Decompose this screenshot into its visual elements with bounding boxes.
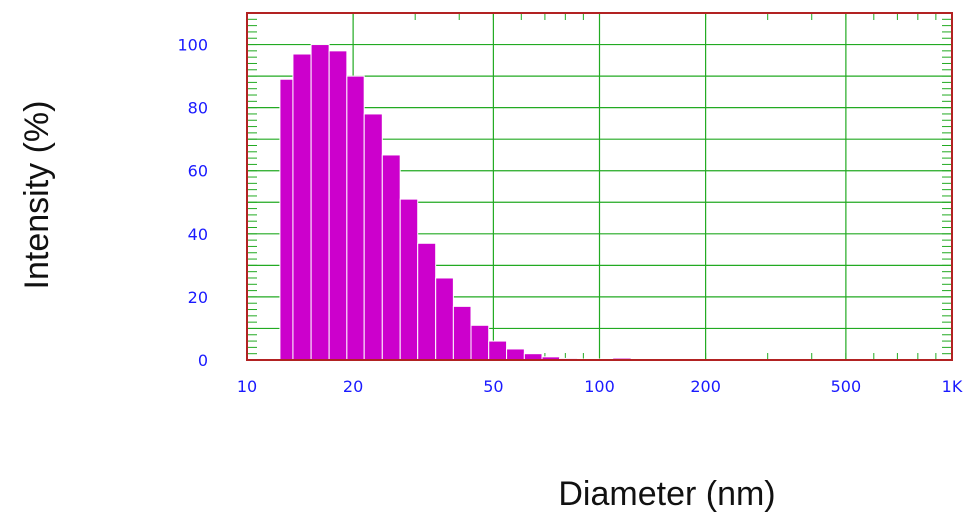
x-tick-labels: 10 20 50 100 200 500 1K [237,377,963,396]
histogram-bar [328,50,348,361]
histogram-bar [488,340,508,361]
y-tick-label: 40 [188,225,208,244]
x-tick-label: 20 [343,377,363,396]
histogram-bar [310,44,330,361]
histogram-bar [363,113,383,361]
histogram-bar [346,75,365,361]
histogram-bar [292,53,312,361]
x-tick-label: 200 [690,377,721,396]
x-tick-label: 1K [942,377,963,396]
y-tick-label: 100 [177,36,208,55]
plot-frame [246,12,953,361]
x-axis-title: Diameter (nm) [558,475,775,513]
histogram-bar [417,242,437,361]
histogram-bar [279,78,294,361]
histogram-bar [470,324,490,361]
y-tick-label: 60 [188,162,208,181]
x-tick-label: 50 [483,377,503,396]
x-tick-label: 10 [237,377,257,396]
histogram-bar [399,198,419,361]
bar-layer [279,44,650,361]
x-tick-label: 500 [831,377,862,396]
y-tick-label: 80 [188,99,208,118]
y-tick-label: 20 [188,288,208,307]
x-tick-label: 100 [584,377,615,396]
histogram-bar [435,277,454,361]
histogram-bar [506,348,525,361]
histogram-bar [452,305,472,361]
y-axis-title: Intensity (%) [18,101,56,290]
frame-layer [246,12,953,361]
histogram-bar [381,154,401,361]
y-tick-labels: 0 20 40 60 80 100 [177,36,208,370]
y-tick-label: 0 [198,351,208,370]
